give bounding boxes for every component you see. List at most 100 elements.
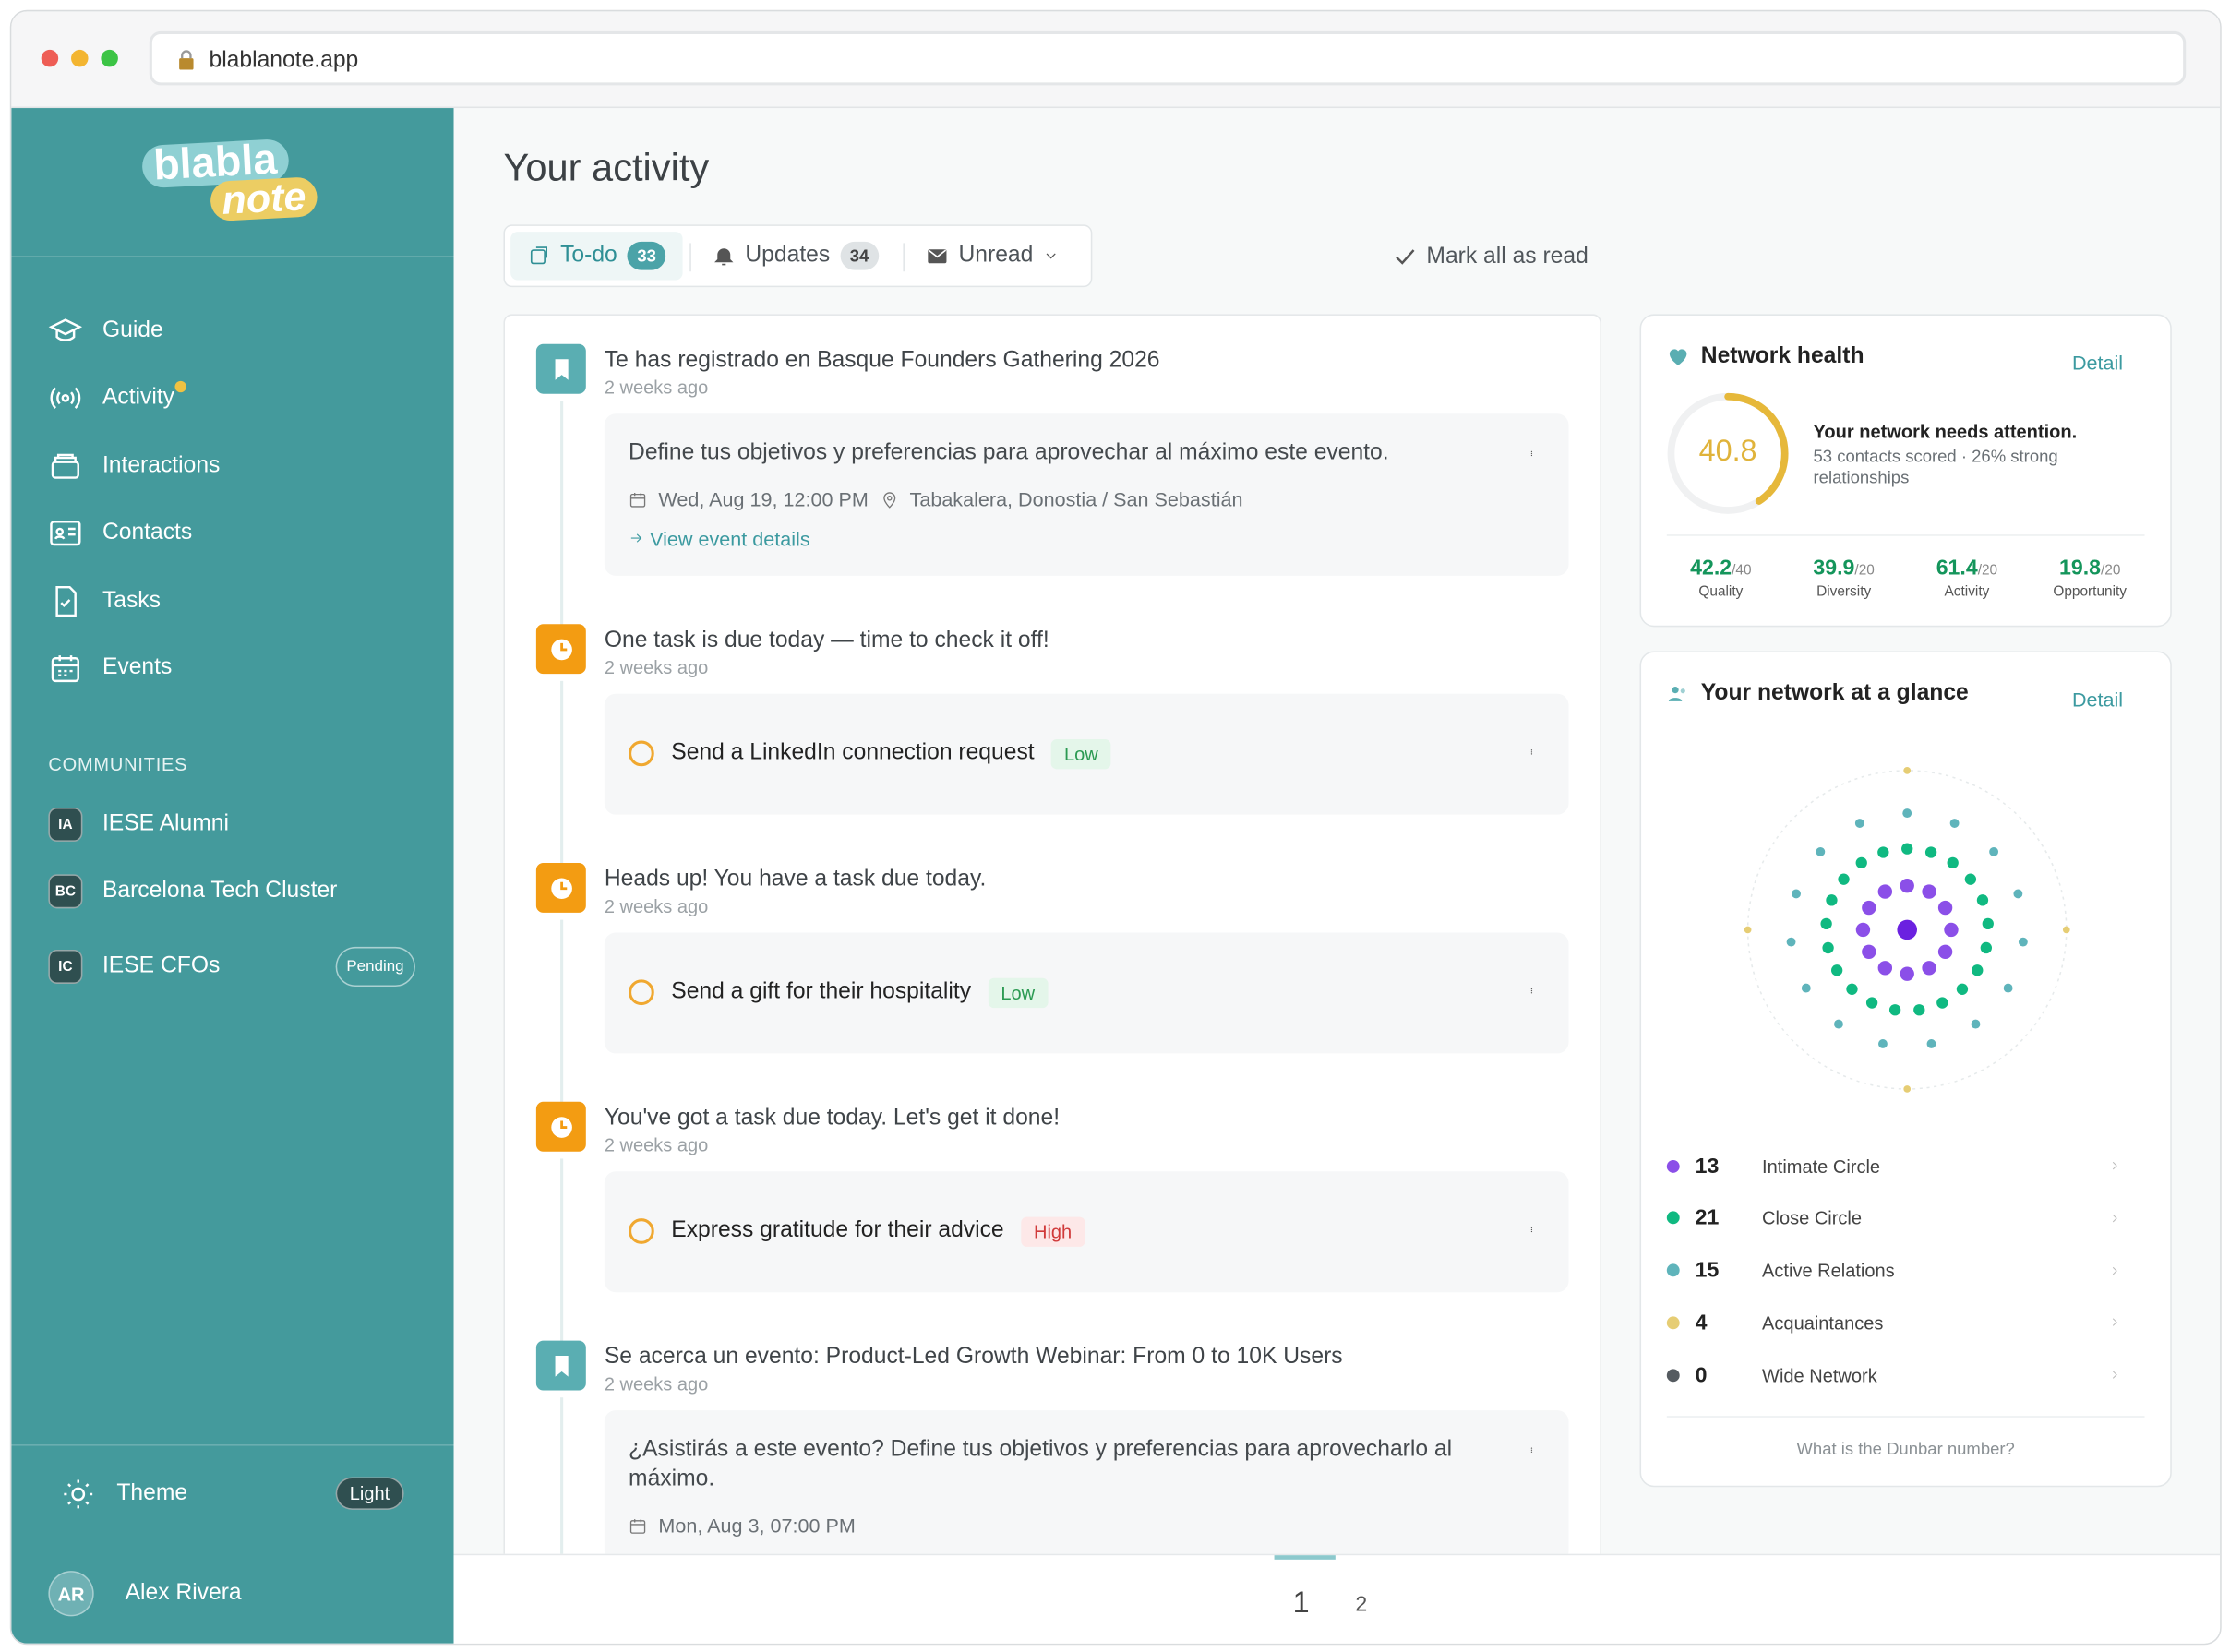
community-initials: IC xyxy=(48,949,83,984)
legend-row[interactable]: 0 Wide Network xyxy=(1666,1360,2122,1389)
more-menu[interactable] xyxy=(1529,741,1534,771)
url-text: blablanote.app xyxy=(209,48,359,73)
dot xyxy=(1855,922,1871,938)
item-detail[interactable]: Send a LinkedIn connection request Low xyxy=(604,693,1569,815)
legend-dot xyxy=(1666,1211,1680,1225)
tab[interactable]: Unread xyxy=(909,232,1078,280)
item-detail[interactable]: Express gratitude for their advice High xyxy=(604,1171,1569,1293)
more-menu[interactable] xyxy=(1529,1439,1534,1468)
icon xyxy=(2112,1161,2117,1170)
legend-count: 21 xyxy=(1695,1205,1720,1230)
nav-label: Events xyxy=(102,655,173,680)
nav-item[interactable]: Tasks xyxy=(48,584,161,618)
more-menu[interactable] xyxy=(1529,979,1534,1009)
event-link[interactable]: View event details xyxy=(629,527,1483,550)
dot xyxy=(1902,808,1912,819)
icon xyxy=(1669,349,1687,365)
score-value: 40.8 xyxy=(1698,435,1757,468)
dunbar-link[interactable]: What is the Dunbar number? xyxy=(1796,1438,2015,1459)
logo-bottom[interactable]: note xyxy=(209,174,318,222)
item-header: Te has registrado en Basque Founders Gat… xyxy=(605,344,1569,413)
task-icon xyxy=(535,1101,586,1152)
user-menu[interactable]: AR Alex Rivera xyxy=(48,1571,242,1617)
legend-row[interactable]: 15 Active Relations xyxy=(1666,1256,2122,1285)
dot xyxy=(1937,944,1953,959)
icon xyxy=(629,1518,646,1534)
metric-value: 42.2/40 xyxy=(1649,556,1792,580)
icon xyxy=(714,248,734,266)
nav-item[interactable]: Activity xyxy=(48,380,186,415)
task-text: Express gratitude for their advice xyxy=(671,1218,1004,1243)
more-menu[interactable] xyxy=(1529,442,1534,472)
feed-item: Se acerca un evento: Product-Led Growth … xyxy=(535,1340,1569,1564)
item-time: 2 weeks ago xyxy=(604,656,709,678)
minimize-button[interactable] xyxy=(71,49,89,67)
icon xyxy=(1047,253,1057,259)
item-detail[interactable]: Define tus objetivos y preferencias para… xyxy=(604,413,1569,576)
community-item[interactable]: IA IESE Alumni xyxy=(48,807,415,842)
detail-link[interactable]: Detail xyxy=(2071,351,2124,375)
dot xyxy=(1877,884,1893,899)
nav-item[interactable]: Events xyxy=(48,652,172,686)
dot xyxy=(1877,961,1893,976)
tab[interactable]: Updates 34 xyxy=(695,232,895,280)
task-checkbox[interactable] xyxy=(629,1218,654,1244)
divider xyxy=(11,1444,454,1446)
community-item[interactable]: IC IESE CFOs Pending xyxy=(48,946,415,988)
page-title: Your activity xyxy=(503,146,710,189)
more-menu[interactable] xyxy=(1529,1218,1534,1248)
community-item[interactable]: BC Barcelona Tech Cluster xyxy=(48,874,415,909)
legend-row[interactable]: 4 Acquaintances xyxy=(1666,1309,2122,1337)
dot xyxy=(1816,846,1826,856)
close-button[interactable] xyxy=(41,49,59,67)
legend-dot xyxy=(1666,1263,1680,1277)
event-link-label: View event details xyxy=(650,527,810,551)
task-checkbox[interactable] xyxy=(629,979,654,1006)
item-detail[interactable]: ¿Asistirás a este evento? Define tus obj… xyxy=(604,1410,1569,1562)
theme-toggle[interactable]: Theme Light xyxy=(63,1477,404,1510)
legend-label: Close Circle xyxy=(1762,1207,1863,1229)
community-name: Barcelona Tech Cluster xyxy=(102,878,338,904)
icon xyxy=(1530,749,1533,755)
item-detail[interactable]: Send a gift for their hospitality Low xyxy=(604,932,1569,1054)
event-date: Mon, Aug 3, 07:00 PM xyxy=(658,1514,856,1538)
nav-item[interactable]: Contacts xyxy=(48,516,192,550)
dot xyxy=(1944,922,1959,938)
icon xyxy=(550,877,572,899)
dot xyxy=(1971,1019,1981,1029)
item-header: Heads up! You have a task due today. 2 we… xyxy=(605,863,1569,932)
detail-link[interactable]: Detail xyxy=(2071,688,2124,712)
page-number[interactable]: 2 xyxy=(1355,1592,1368,1617)
nav-label: Contacts xyxy=(102,520,193,545)
icon xyxy=(550,1116,572,1138)
legend-row[interactable]: 21 Close Circle xyxy=(1666,1203,2122,1232)
nav-item[interactable]: Guide xyxy=(48,314,163,348)
dot xyxy=(1956,983,1969,995)
ring-dots xyxy=(1820,843,1994,1016)
timeline-line xyxy=(560,680,564,869)
mark-all-read[interactable]: Mark all as read xyxy=(1396,245,1589,270)
maximize-button[interactable] xyxy=(101,49,118,67)
item-title: One task is due today — time to check it… xyxy=(604,628,1049,653)
timeline-line xyxy=(560,919,564,1107)
tab[interactable]: To-do 33 xyxy=(510,232,684,281)
icon xyxy=(2112,1371,2117,1380)
tab-label: To-do xyxy=(560,243,617,268)
main-content: Your activity To-do 33 Updates 34 Unread Mar… xyxy=(453,108,2221,1644)
community-initials: IA xyxy=(48,807,83,842)
icon xyxy=(50,521,81,546)
browser-toolbar: blablanote.app xyxy=(11,11,2221,109)
metric-label: Quality xyxy=(1698,584,1744,601)
metric-label: Diversity xyxy=(1816,584,1872,601)
nav-item[interactable]: Interactions xyxy=(48,449,220,484)
legend-row[interactable]: 13 Intimate Circle xyxy=(1666,1152,2122,1180)
icon xyxy=(2112,1214,2117,1223)
theme-value: Light xyxy=(335,1477,404,1510)
page-number[interactable]: 1 xyxy=(1292,1586,1310,1620)
metric-number: 42.2 xyxy=(1690,556,1732,581)
address-bar[interactable]: blablanote.app xyxy=(149,30,2187,86)
nav-label: Guide xyxy=(102,318,163,343)
task-checkbox[interactable] xyxy=(629,740,654,767)
legend-dot xyxy=(1666,1316,1680,1330)
task-text: Send a gift for their hospitality xyxy=(671,979,972,1004)
